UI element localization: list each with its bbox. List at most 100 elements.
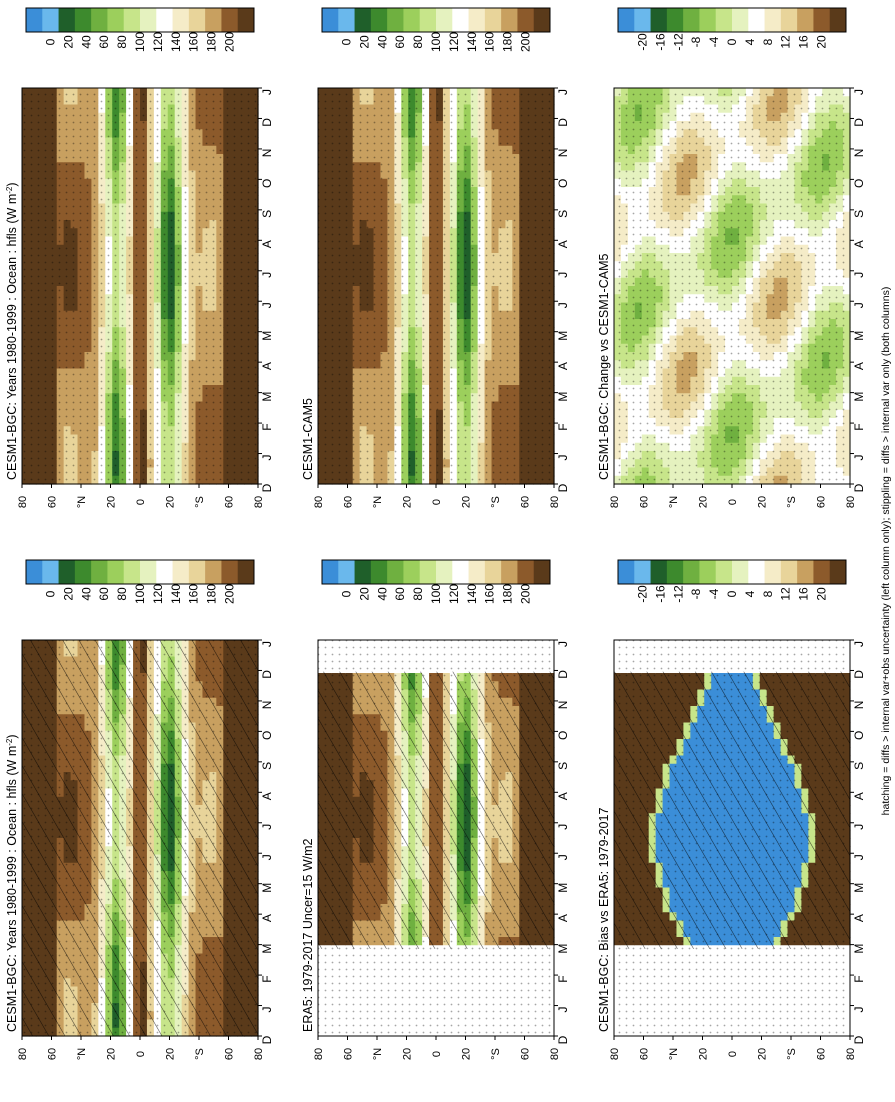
y-tick-label: 20 [165,1048,177,1060]
colorbar-swatch [140,560,157,584]
colorbar-tick-label: 60 [97,35,111,49]
colorbar-swatch [237,560,255,584]
colorbar-swatch [42,560,60,584]
colorbar-swatch [140,8,157,32]
colorbar-swatch [156,560,174,584]
x-tick-label: S [260,762,274,770]
x-tick-label: M [260,331,274,341]
colorbar-tick-label: 200 [223,32,237,52]
colorbar-tick-label: 80 [115,587,129,601]
colorbar-swatch [156,8,174,32]
hatching [22,640,258,1036]
x-tick-label: J [260,272,274,278]
y-tick-label: °N [76,496,88,508]
x-tick-label: F [260,975,274,982]
colorbar: 0 20 40 60 80 100 120 140 160 180 200 [25,7,255,52]
x-tick-label: J [260,455,274,461]
colorbar-tick-label: 100 [133,584,147,604]
colorbar-swatch [221,8,239,32]
colorbar-swatch [123,8,141,32]
colorbar-tick-label: 180 [205,584,219,604]
y-tick-label: 0 [135,499,147,505]
y-tick-label: °S [194,496,206,508]
colorbar-swatch [107,8,125,32]
colorbar-swatch [205,8,222,32]
y-tick-label: 80 [17,496,29,508]
y-tick-label: 20 [106,496,118,508]
x-tick-label: M [260,944,274,954]
x-tick-label: O [260,731,274,740]
colorbar-swatch [172,560,190,584]
x-tick-label: A [260,362,274,370]
colorbar-swatch [74,560,92,584]
y-tick-label: 80 [17,1048,29,1060]
colorbar-swatch [58,8,76,32]
x-tick-label: O [260,179,274,188]
y-tick-label: 20 [165,496,177,508]
colorbar-swatch [26,8,43,32]
colorbar-tick-label: 100 [133,32,147,52]
colorbar-tick-label: 0 [43,590,57,597]
x-tick-label: N [260,149,274,158]
colorbar-tick-label: 160 [187,32,201,52]
colorbar-tick-label: 120 [151,32,165,52]
x-tick-label: N [260,701,274,710]
x-tick-label: M [260,883,274,893]
x-tick-label: D [260,483,274,492]
colorbar-tick-label: 120 [151,584,165,604]
y-tick-label: 60 [224,496,236,508]
colorbar-frame [25,7,255,33]
y-tick-label: 60 [47,496,59,508]
x-tick-label: J [260,641,274,647]
colorbar-frame [25,559,255,585]
colorbar-swatch [123,560,141,584]
colorbar-tick-label: 80 [115,35,129,49]
x-tick-label: M [260,392,274,402]
colorbar-tick-label: 180 [205,32,219,52]
colorbar-swatch [188,8,206,32]
colorbar-swatch [42,8,60,32]
colorbar-swatch [205,560,222,584]
colorbar-tick-label: 160 [187,584,201,604]
x-tick-label: J [260,1007,274,1013]
colorbar-swatch [107,560,125,584]
y-tick-label: 80 [253,1048,265,1060]
colorbar-tick-label: 200 [223,584,237,604]
x-tick-label: D [260,118,274,127]
panel-title: CESM1-BGC: Years 1980-1999 : Ocean : hfl… [5,734,20,1032]
y-tick-label: 60 [224,1048,236,1060]
y-tick-label: °S [194,1048,206,1060]
colorbar-tick-label: 40 [79,587,93,601]
colorbar-tick-label: 0 [43,38,57,45]
colorbar-swatch [58,560,76,584]
colorbar-tick-label: 20 [61,35,75,49]
x-tick-label: S [260,210,274,218]
colorbar-tick-label: 20 [61,587,75,601]
x-tick-label: D [260,1035,274,1044]
colorbar-tick-label: 40 [79,35,93,49]
stippling [22,88,258,484]
panel-title: CESM1-BGC: Years 1980-1999 : Ocean : hfl… [5,182,20,480]
colorbar-tick-label: 60 [97,587,111,601]
y-tick-label: °N [76,1048,88,1060]
colorbar-swatch [172,8,190,32]
x-tick-label: J [260,89,274,95]
colorbar-swatch [91,560,108,584]
y-tick-label: 60 [47,1048,59,1060]
colorbar-swatch [237,8,255,32]
y-tick-label: 20 [106,1048,118,1060]
colorbar-swatch [188,560,206,584]
x-tick-label: J [260,302,274,308]
colorbar-swatch [74,8,92,32]
y-tick-label: 0 [135,1051,147,1057]
x-tick-label: F [260,423,274,430]
x-tick-label: J [260,854,274,860]
colorbar-swatch [91,8,108,32]
colorbar-swatch [26,560,43,584]
x-tick-label: A [260,792,274,800]
colorbar-tick-label: 140 [169,32,183,52]
